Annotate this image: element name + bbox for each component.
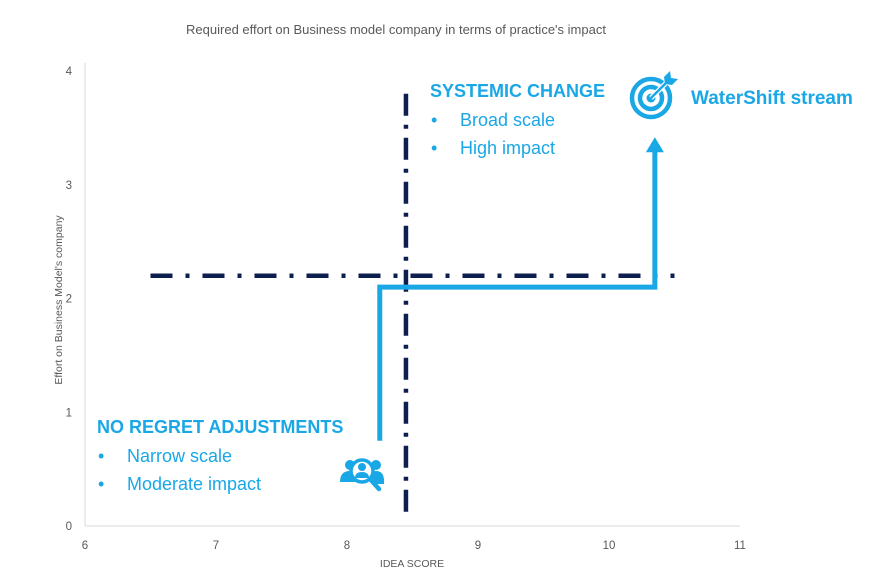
y-tick-label: 0 (66, 521, 72, 533)
annotation-item: High impact (460, 138, 555, 158)
annotation-item: Broad scale (460, 110, 555, 130)
y-tick-label: 3 (66, 180, 72, 192)
bullet: • (98, 474, 104, 494)
bullet: • (431, 110, 437, 130)
y-tick-label: 2 (66, 294, 72, 306)
x-tick-label: 9 (475, 540, 481, 552)
y-tick-label: 4 (66, 66, 73, 78)
x-axis-label: IDEA SCORE (380, 558, 444, 570)
people-search-icon (340, 458, 385, 492)
annotation-item: Narrow scale (127, 446, 232, 466)
annotation-systemic-change: SYSTEMIC CHANGE • Broad scale • High imp… (430, 81, 605, 158)
threshold-lines (150, 93, 675, 521)
x-tick-labels: 6 7 8 9 10 11 (82, 540, 746, 552)
annotation-heading: SYSTEMIC CHANGE (430, 81, 605, 101)
progression-path (377, 137, 664, 441)
y-axis-label: Effort on Business Model's company (53, 215, 65, 385)
x-tick-label: 6 (82, 540, 88, 552)
x-tick-label: 8 (344, 540, 350, 552)
target-icon (629, 71, 678, 120)
x-tick-label: 10 (603, 540, 616, 552)
y-tick-label: 1 (66, 407, 72, 419)
x-tick-label: 11 (734, 540, 746, 552)
arrow-head (645, 137, 664, 153)
annotation-item: Moderate impact (127, 474, 261, 494)
x-tick-label: 7 (213, 540, 219, 552)
chart-title: Required effort on Business model compan… (186, 22, 606, 37)
bullet: • (431, 138, 437, 158)
progression-arrow (377, 151, 658, 441)
y-tick-labels: 0 1 2 3 4 (66, 66, 73, 533)
annotation-heading: NO REGRET ADJUSTMENTS (97, 417, 343, 437)
target-label: WaterShift stream (691, 88, 853, 109)
axes (84, 63, 740, 527)
annotation-no-regret: NO REGRET ADJUSTMENTS • Narrow scale • M… (97, 417, 343, 494)
bullet: • (98, 446, 104, 466)
